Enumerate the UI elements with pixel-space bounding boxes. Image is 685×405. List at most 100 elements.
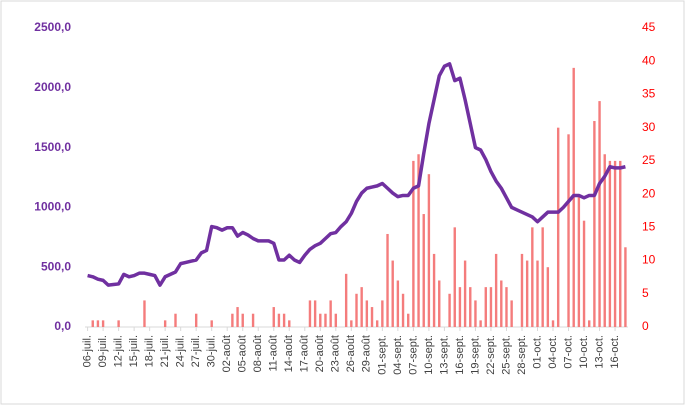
y-tick-label: 2000,0 xyxy=(34,80,71,94)
x-tick-label: 13-oct. xyxy=(593,335,605,369)
bar xyxy=(505,287,508,327)
bar xyxy=(288,320,291,327)
x-tick-label: 21-juil. xyxy=(159,335,171,367)
bar xyxy=(484,287,487,327)
bar xyxy=(489,287,493,327)
x-tick-label: 07-oct. xyxy=(562,335,574,369)
x-tick-label: 01-sept. xyxy=(376,335,388,375)
bar xyxy=(210,320,213,327)
bar xyxy=(407,313,410,327)
bar xyxy=(603,154,606,327)
bar xyxy=(163,320,167,327)
x-tick-label: 27-juil. xyxy=(190,335,202,367)
y-tick-label: 2500,0 xyxy=(34,20,71,34)
y2-tick-label: 30 xyxy=(642,120,656,134)
bar xyxy=(101,320,105,327)
bar xyxy=(479,320,482,327)
x-tick-label: 07-sept. xyxy=(407,335,419,375)
bar xyxy=(272,307,275,327)
bar xyxy=(546,267,550,327)
x-tick-label: 12-juil. xyxy=(113,335,125,367)
bar xyxy=(608,160,612,327)
y-tick-label: 500,0 xyxy=(41,259,71,273)
bar xyxy=(417,154,420,327)
x-tick-label: 24-juil. xyxy=(175,335,187,367)
bar xyxy=(194,313,198,327)
bar xyxy=(117,320,120,327)
x-tick-label: 17-août xyxy=(299,335,311,372)
bar xyxy=(319,313,322,327)
line xyxy=(87,62,626,287)
bar xyxy=(143,300,146,327)
x-tick-label: 10-sept. xyxy=(423,335,435,375)
bar xyxy=(500,280,503,327)
bar xyxy=(370,307,374,327)
x-tick-label: 29-août xyxy=(361,335,373,372)
bar xyxy=(494,253,498,327)
y2-tick-label: 25 xyxy=(642,153,656,167)
bar xyxy=(438,280,441,327)
bar xyxy=(313,300,317,327)
y-tick-label: 1500,0 xyxy=(34,140,71,154)
bar xyxy=(329,300,332,327)
x-tick-label: 25-sept. xyxy=(500,335,512,375)
bar xyxy=(375,320,379,327)
bar xyxy=(396,280,400,327)
bar xyxy=(386,233,389,327)
x-tick-label: 10-oct. xyxy=(578,335,590,369)
x-tick-label: 13-sept. xyxy=(438,335,450,375)
bar xyxy=(598,101,601,327)
bar xyxy=(613,160,617,327)
bar xyxy=(567,134,570,327)
y2-tick-label: 20 xyxy=(642,186,656,200)
x-tick-label: 18-juil. xyxy=(144,335,156,367)
x-tick-label: 19-sept. xyxy=(469,335,481,375)
bar xyxy=(241,313,244,327)
bar xyxy=(308,300,312,327)
y2-tick-label: 40 xyxy=(642,53,656,67)
bar xyxy=(277,313,281,327)
bar xyxy=(174,313,177,327)
y-tick-label: 0,0 xyxy=(54,319,71,333)
bar xyxy=(344,273,348,327)
x-tick-label: 01-oct. xyxy=(531,335,543,369)
bar xyxy=(525,260,529,327)
bar xyxy=(360,287,363,327)
x-tick-label: 08-août xyxy=(252,335,264,372)
x-tick-label: 26-août xyxy=(345,335,357,372)
bar xyxy=(520,253,524,327)
bar xyxy=(582,220,586,327)
y2-tick-label: 45 xyxy=(642,20,656,34)
x-tick-label: 02-août xyxy=(221,335,233,372)
y-tick-label: 1000,0 xyxy=(34,200,71,214)
x-tick-label: 04-sept. xyxy=(392,335,404,375)
bar xyxy=(324,313,327,327)
bar xyxy=(381,300,384,327)
bar xyxy=(556,127,560,328)
y2-tick-label: 5 xyxy=(642,286,649,300)
x-tick-label: 06-juil. xyxy=(81,335,93,367)
bar xyxy=(510,300,513,327)
x-tick-label: 30-juil. xyxy=(206,335,218,367)
bar xyxy=(588,320,591,327)
bar xyxy=(551,320,555,327)
bar xyxy=(448,293,451,327)
y2-tick-label: 0 xyxy=(642,319,649,333)
bar xyxy=(469,287,472,327)
bar xyxy=(458,287,462,327)
bar xyxy=(427,174,431,327)
bar xyxy=(577,194,581,327)
bar xyxy=(536,260,539,327)
bar xyxy=(231,313,234,327)
bar xyxy=(624,247,627,327)
bar xyxy=(334,313,338,327)
bar xyxy=(391,260,394,327)
x-tick-label: 28-sept. xyxy=(516,335,528,375)
y2-tick-label: 35 xyxy=(642,87,656,101)
bar xyxy=(91,320,94,327)
bar xyxy=(282,313,286,327)
x-tick-label: 16-sept. xyxy=(454,335,466,375)
bar xyxy=(422,214,425,327)
bar xyxy=(593,121,596,328)
x-tick-label: 11-août xyxy=(268,335,280,372)
